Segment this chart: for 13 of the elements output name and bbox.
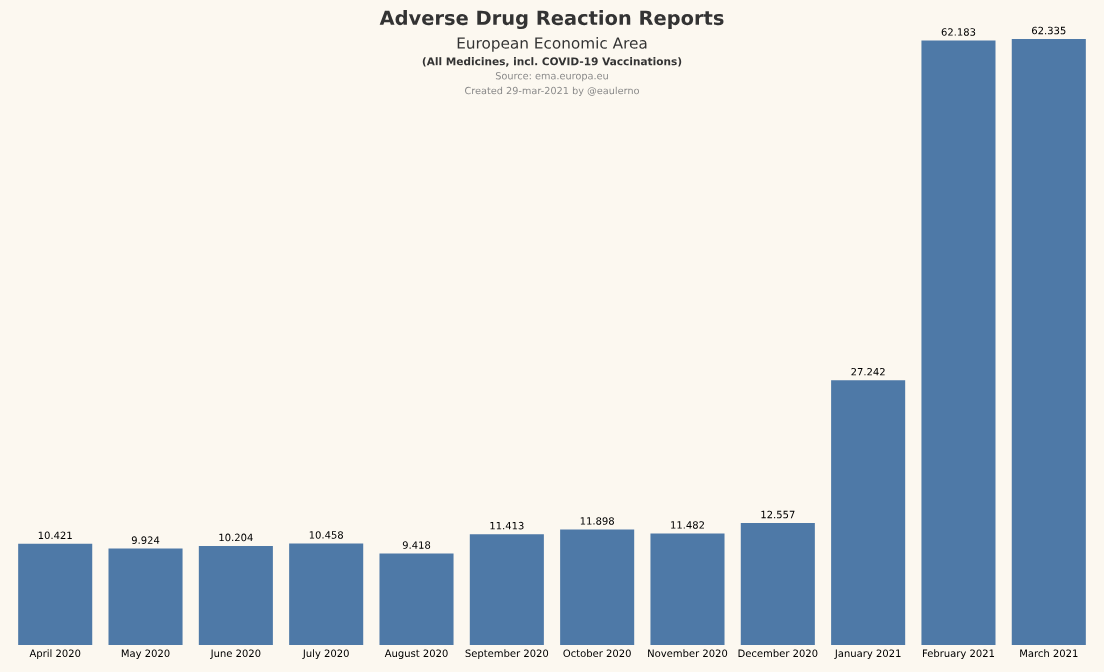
- bar: [469, 534, 544, 646]
- bar: [198, 545, 273, 646]
- bar: [1011, 39, 1086, 646]
- bar: [740, 523, 815, 646]
- bar: [650, 533, 725, 646]
- bar: [18, 543, 93, 646]
- bar: [108, 548, 183, 646]
- bar: [379, 553, 454, 646]
- bar: [560, 529, 635, 646]
- chart-title: Adverse Drug Reaction Reports: [379, 10, 724, 30]
- bar: [831, 380, 906, 646]
- bar: [289, 543, 364, 646]
- bar: [921, 40, 996, 646]
